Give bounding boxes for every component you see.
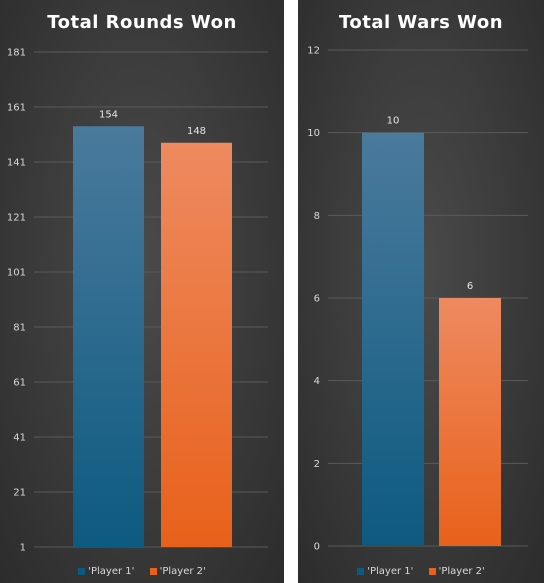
y-tick-label: 10	[307, 128, 320, 139]
data-label-player2: 148	[187, 126, 206, 137]
wars-chart-plot: 0 2 4 6 8 10 12 10 6	[307, 46, 528, 553]
y-tick-label: 0	[314, 542, 320, 553]
wars-chart-panel: Total Wars Won 0 2 4 6 8 10 12 10 6 'Player 1' '…	[298, 0, 544, 583]
legend-label-player1: 'Player 1'	[88, 565, 135, 577]
rounds-chart-title: Total Rounds Won	[47, 12, 237, 33]
data-label-player1: 154	[99, 109, 118, 120]
legend-label-player2: 'Player 2'	[159, 565, 206, 577]
legend-item-player1: 'Player 1'	[78, 566, 134, 578]
y-tick-label: 81	[13, 323, 26, 334]
bar-player1	[73, 126, 144, 547]
y-tick-label: 161	[7, 103, 26, 114]
y-tick-label: 141	[7, 158, 26, 169]
legend-item-player1: 'Player 1'	[357, 566, 413, 578]
data-label-player2: 6	[467, 281, 473, 292]
y-tick-label: 1	[20, 543, 26, 554]
rounds-chart-legend: 'Player 1' 'Player 2'	[0, 566, 284, 578]
y-tick-label: 21	[13, 488, 26, 499]
legend-swatch-player2	[149, 567, 157, 575]
y-tick-label: 121	[7, 213, 26, 224]
wars-chart-title: Total Wars Won	[338, 12, 504, 33]
y-tick-label: 101	[7, 268, 26, 279]
legend-swatch-player1	[357, 567, 365, 575]
bar-player2	[439, 298, 501, 546]
legend-label-player2: 'Player 2'	[438, 565, 485, 577]
legend-swatch-player2	[428, 567, 436, 575]
legend-item-player2: 'Player 2'	[149, 565, 206, 578]
data-label-player1: 10	[387, 116, 400, 127]
bar-player1	[362, 132, 424, 546]
rounds-chart-panel: Total Rounds Won 1 21 41 61 81 101 121 141 161 18…	[0, 0, 284, 583]
y-tick-label: 2	[314, 459, 320, 470]
y-tick-label: 4	[314, 376, 320, 387]
bar-player2	[161, 142, 232, 547]
y-tick-label: 12	[307, 46, 320, 57]
y-tick-label: 181	[7, 48, 26, 59]
y-tick-label: 6	[314, 294, 320, 305]
y-tick-label: 41	[13, 433, 26, 444]
legend-label-player1: 'Player 1'	[367, 565, 414, 577]
legend-item-player2: 'Player 2'	[428, 565, 485, 578]
y-tick-label: 8	[314, 211, 320, 222]
y-tick-label: 61	[13, 378, 26, 389]
wars-chart-legend: 'Player 1' 'Player 2'	[298, 566, 544, 578]
legend-swatch-player1	[78, 567, 86, 575]
